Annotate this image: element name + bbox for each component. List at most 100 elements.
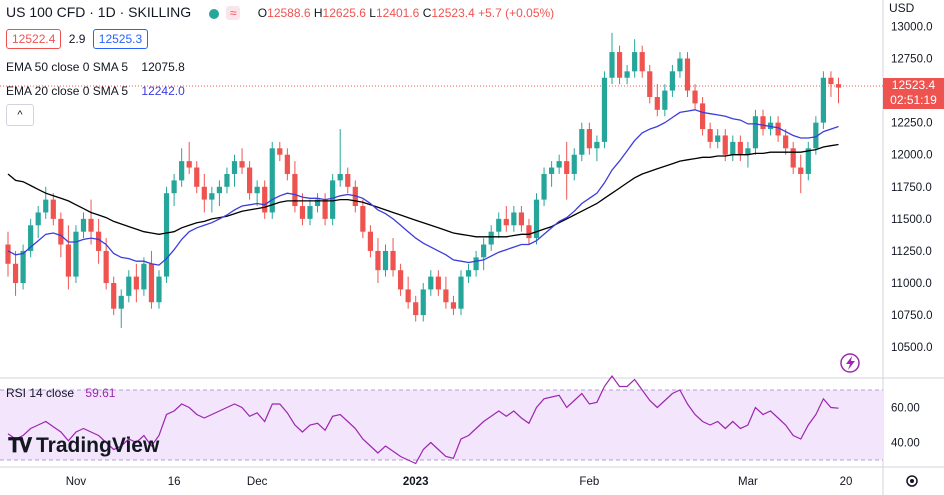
rsi-legend[interactable]: RSI 14 close 59.61 (6, 386, 115, 400)
candle (458, 270, 464, 316)
candle (760, 109, 766, 136)
candle (677, 52, 683, 78)
price-tick-label: 12000.0 (891, 150, 933, 162)
candle (700, 96, 706, 136)
candle (65, 225, 71, 290)
price-pane-bg (0, 0, 883, 378)
candle (465, 263, 472, 284)
high-value: 12625.6 (322, 6, 366, 20)
price-axis[interactable]: 13000.012750.012500.012250.012000.011750… (891, 21, 933, 354)
low-value: 12401.6 (375, 6, 420, 20)
candle (443, 276, 449, 309)
candle (609, 32, 615, 85)
candle (564, 141, 570, 200)
candle (12, 250, 19, 296)
ema20-legend[interactable]: EMA 20 close 0 SMA 5 12242.0 (6, 84, 185, 98)
candle (382, 244, 389, 277)
candle (5, 231, 11, 277)
candle (254, 180, 260, 207)
candle (692, 84, 698, 110)
candle (96, 218, 102, 264)
candle (375, 238, 381, 284)
candle (639, 45, 645, 78)
candle (43, 186, 49, 219)
price-tick-label: 10500.0 (891, 342, 933, 354)
open-value: 12588.6 (267, 6, 311, 20)
candle (337, 129, 343, 187)
candle (398, 263, 404, 296)
rsi-tick-label: 60.00 (891, 403, 920, 415)
tradingview-logo[interactable]: 𝐓𝐕 TradingView (8, 434, 159, 458)
candle (571, 148, 577, 181)
ema50-value: 12075.8 (141, 60, 185, 74)
rsi-series (7, 374, 839, 465)
candle (322, 193, 328, 226)
candle (586, 122, 592, 155)
candle (820, 71, 826, 130)
spread-value: 2.9 (68, 32, 86, 46)
candle (194, 161, 200, 194)
time-axis[interactable]: Nov 16 Dec 2023 Feb Mar 20 (66, 476, 853, 488)
candle (224, 167, 230, 194)
candle (488, 225, 494, 251)
lightning-icon[interactable] (840, 353, 860, 373)
candle (118, 289, 124, 328)
candle (579, 122, 585, 162)
candle (541, 167, 547, 207)
candle (330, 173, 336, 226)
bars-icon[interactable]: ≈ (225, 6, 241, 20)
price-tick-label: 11000.0 (891, 278, 932, 290)
buy-button[interactable]: 12525.3 (92, 29, 149, 49)
candle (277, 141, 283, 162)
candle (526, 218, 532, 245)
candle (481, 238, 487, 271)
candle (247, 161, 253, 200)
open-label: O (257, 6, 268, 20)
candle (171, 173, 177, 207)
high-label: H (313, 6, 323, 20)
last-price-tag: 12523.4 02:51:19 (883, 78, 944, 109)
candle (783, 129, 789, 155)
candle (216, 180, 222, 207)
candle (163, 186, 170, 284)
currency-label[interactable]: USD (889, 1, 915, 15)
close-label: C (422, 6, 432, 20)
gear-icon[interactable] (906, 475, 918, 487)
candle (594, 135, 600, 162)
candle (632, 39, 638, 78)
time-tick-label: 16 (168, 476, 181, 488)
last-price-value: 12523.4 (891, 78, 936, 92)
bid-ask-row: 12522.4 2.9 12525.3 (6, 29, 149, 49)
ema50-legend[interactable]: EMA 50 close 0 SMA 5 12075.8 (6, 60, 185, 74)
price-tick-label: 12750.0 (891, 53, 933, 65)
candle (141, 257, 147, 296)
candle (715, 129, 721, 149)
candle (50, 193, 56, 226)
sell-button[interactable]: 12522.4 (6, 29, 62, 49)
candle (828, 71, 834, 97)
candle (148, 250, 155, 309)
market-status-icon[interactable] (208, 8, 219, 19)
rsi-axis: 60.00 40.00 (891, 403, 920, 450)
candle (616, 45, 623, 85)
ema50-label: EMA 50 close 0 SMA 5 (6, 60, 129, 74)
time-tick-label: 2023 (403, 476, 429, 488)
candle (367, 225, 373, 258)
rsi-tick-label: 40.00 (891, 438, 920, 450)
symbol-title[interactable]: US 100 CFD · 1D · SKILLING (6, 4, 192, 20)
candle (88, 199, 94, 245)
rsi-value: 59.61 (85, 386, 116, 400)
candle (647, 64, 653, 104)
candle (269, 141, 275, 219)
ema20-label: EMA 20 close 0 SMA 5 (6, 84, 129, 98)
candle (511, 206, 517, 232)
candle (496, 212, 502, 239)
candle (601, 71, 608, 149)
candle (413, 295, 419, 322)
candle (556, 154, 562, 174)
price-tick-label: 11750.0 (891, 182, 932, 194)
bar-countdown: 02:51:19 (890, 93, 937, 107)
price-tick-label: 11500.0 (891, 214, 932, 226)
collapse-legend-button[interactable]: ^ (6, 104, 34, 126)
